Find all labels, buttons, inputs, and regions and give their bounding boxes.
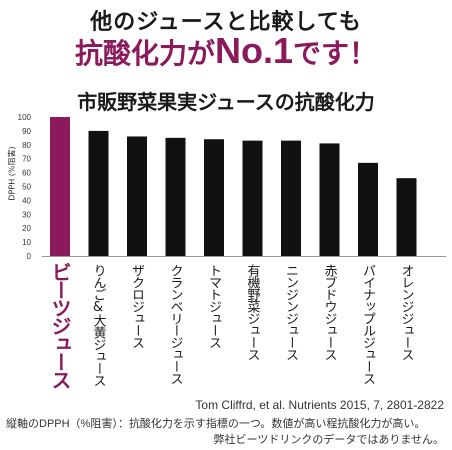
y-tick-label: 90: [22, 127, 31, 136]
headline-no1: No.1: [214, 30, 293, 71]
footnote-disclaimer: 弊社ビーツドリンクのデータではありません。: [213, 434, 444, 446]
y-tick-label: 0: [27, 252, 32, 261]
category-label: 赤ブドウジュース: [321, 264, 337, 360]
y-tick-label: 80: [22, 141, 31, 150]
headline-prefix: 抗酸化力が: [74, 37, 215, 70]
bar-2: [88, 130, 109, 256]
category-label: りんご&大黄ジュース: [90, 264, 106, 386]
y-tick-label: 70: [22, 155, 31, 164]
chart-title: 市販野菜果実ジュースの抗酸化力: [77, 90, 375, 114]
bar-8: [319, 143, 340, 256]
category-label: パイナップルジュース: [360, 264, 375, 384]
bar-9: [358, 162, 378, 256]
bar-3: [127, 136, 147, 256]
y-tick-label: 40: [22, 196, 31, 205]
y-tick-label: 20: [22, 224, 31, 233]
bar-5: [204, 139, 224, 256]
y-tick-label: 10: [22, 238, 31, 247]
y-tick-label: 50: [22, 183, 31, 192]
category-label: クランベリージュース: [167, 264, 183, 384]
category-label: ザクロジュース: [129, 264, 144, 348]
headline-line2: 抗酸化力がNo.1です！: [0, 30, 452, 72]
citation: Tom Cliffrd, et al. Nutrients 2015, 7, 2…: [195, 398, 444, 412]
category-label: 有機野菜ジュース: [244, 264, 260, 360]
y-tick-label: 60: [22, 169, 31, 178]
bar-10: [396, 178, 417, 256]
category-label: トマトジュース: [206, 264, 221, 348]
y-tick-label: 30: [22, 210, 31, 219]
headline-suffix: です！: [293, 37, 378, 70]
bar-1: [50, 117, 70, 256]
category-label: ニンジンジュース: [283, 264, 298, 360]
category-label: ビーツジュース: [48, 262, 72, 388]
bar-4: [165, 137, 186, 256]
y-axis-label: DPPH (%阻害): [7, 146, 17, 201]
footnote-dpph: 縦軸のDPPH（%阻害）：抗酸化力を示す指標の一つ。数値が高い程抗酸化力が高い。: [6, 418, 426, 430]
bar-7: [281, 140, 301, 256]
y-tick-label: 100: [18, 113, 32, 122]
headline-line1: 他のジュースと比較しても: [90, 10, 362, 35]
category-label: オレンジジュース: [398, 264, 414, 360]
bar-6: [242, 140, 263, 256]
